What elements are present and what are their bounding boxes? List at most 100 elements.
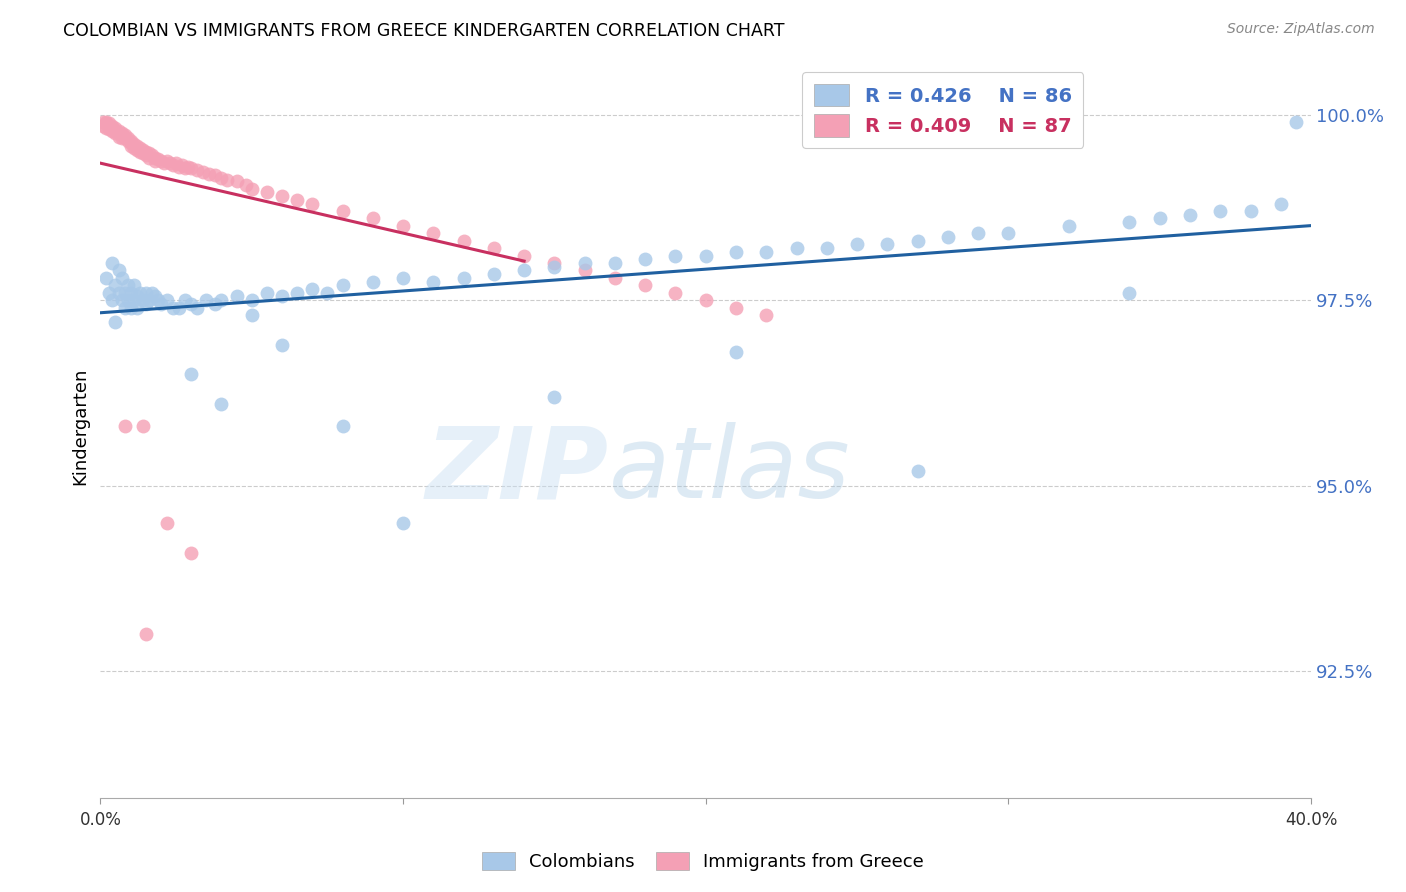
Point	[93, 119, 115, 133]
Point	[634, 252, 657, 267]
Point	[180, 368, 202, 382]
Point	[114, 131, 136, 145]
Point	[755, 244, 778, 259]
Point	[316, 285, 339, 300]
Text: atlas: atlas	[609, 423, 851, 519]
Point	[110, 131, 132, 145]
Point	[574, 263, 596, 277]
Point	[301, 282, 323, 296]
Point	[110, 128, 132, 143]
Point	[240, 182, 263, 196]
Point	[156, 153, 179, 168]
Text: 0.0%: 0.0%	[79, 811, 121, 829]
Point	[225, 174, 247, 188]
Point	[146, 152, 169, 166]
Point	[96, 115, 118, 129]
Point	[101, 256, 124, 270]
Point	[180, 161, 202, 175]
Point	[135, 145, 157, 159]
Point	[110, 126, 132, 140]
Point	[285, 285, 308, 300]
Point	[392, 271, 415, 285]
Point	[256, 285, 278, 300]
Point	[695, 293, 717, 307]
Point	[193, 165, 215, 179]
Y-axis label: Kindergarten: Kindergarten	[72, 368, 89, 485]
Point	[114, 285, 136, 300]
Point	[117, 278, 139, 293]
Point	[101, 119, 124, 133]
Point	[114, 419, 136, 434]
Point	[110, 293, 132, 307]
Point	[149, 297, 172, 311]
Point	[235, 178, 257, 192]
Point	[135, 627, 157, 641]
Text: ZIP: ZIP	[426, 423, 609, 519]
Point	[128, 141, 150, 155]
Point	[907, 464, 929, 478]
Point	[122, 137, 145, 152]
Point	[138, 293, 160, 307]
Point	[141, 148, 163, 162]
Point	[204, 169, 226, 183]
Point	[122, 141, 145, 155]
Point	[104, 278, 127, 293]
Point	[120, 285, 142, 300]
Point	[128, 285, 150, 300]
Point	[695, 249, 717, 263]
Point	[1239, 204, 1261, 219]
Point	[149, 153, 172, 168]
Point	[159, 156, 181, 170]
Point	[209, 170, 232, 185]
Point	[120, 138, 142, 153]
Point	[125, 143, 148, 157]
Point	[271, 189, 294, 203]
Point	[96, 116, 118, 130]
Point	[332, 204, 354, 219]
Point	[225, 289, 247, 303]
Point	[96, 271, 118, 285]
Point	[143, 289, 166, 303]
Point	[98, 285, 121, 300]
Point	[361, 211, 384, 226]
Point	[165, 156, 187, 170]
Point	[172, 158, 194, 172]
Legend: Colombians, Immigrants from Greece: Colombians, Immigrants from Greece	[475, 845, 931, 879]
Point	[195, 293, 218, 307]
Point	[122, 278, 145, 293]
Point	[117, 134, 139, 148]
Point	[1270, 196, 1292, 211]
Point	[967, 227, 990, 241]
Point	[167, 301, 190, 315]
Point	[138, 151, 160, 165]
Point	[301, 196, 323, 211]
Point	[1118, 215, 1140, 229]
Point	[724, 345, 747, 359]
Point	[1057, 219, 1080, 233]
Point	[180, 545, 202, 559]
Point	[256, 186, 278, 200]
Point	[174, 161, 197, 175]
Text: Source: ZipAtlas.com: Source: ZipAtlas.com	[1227, 22, 1375, 37]
Point	[110, 271, 132, 285]
Point	[101, 120, 124, 135]
Point	[104, 126, 127, 140]
Point	[167, 160, 190, 174]
Point	[120, 301, 142, 315]
Point	[724, 301, 747, 315]
Point	[125, 301, 148, 315]
Point	[107, 126, 129, 140]
Point	[198, 167, 221, 181]
Point	[98, 122, 121, 136]
Point	[240, 293, 263, 307]
Point	[135, 148, 157, 162]
Point	[101, 124, 124, 138]
Point	[361, 275, 384, 289]
Point	[120, 136, 142, 150]
Point	[132, 419, 155, 434]
Point	[543, 390, 565, 404]
Point	[122, 293, 145, 307]
Point	[815, 241, 838, 255]
Point	[453, 234, 475, 248]
Point	[162, 158, 184, 172]
